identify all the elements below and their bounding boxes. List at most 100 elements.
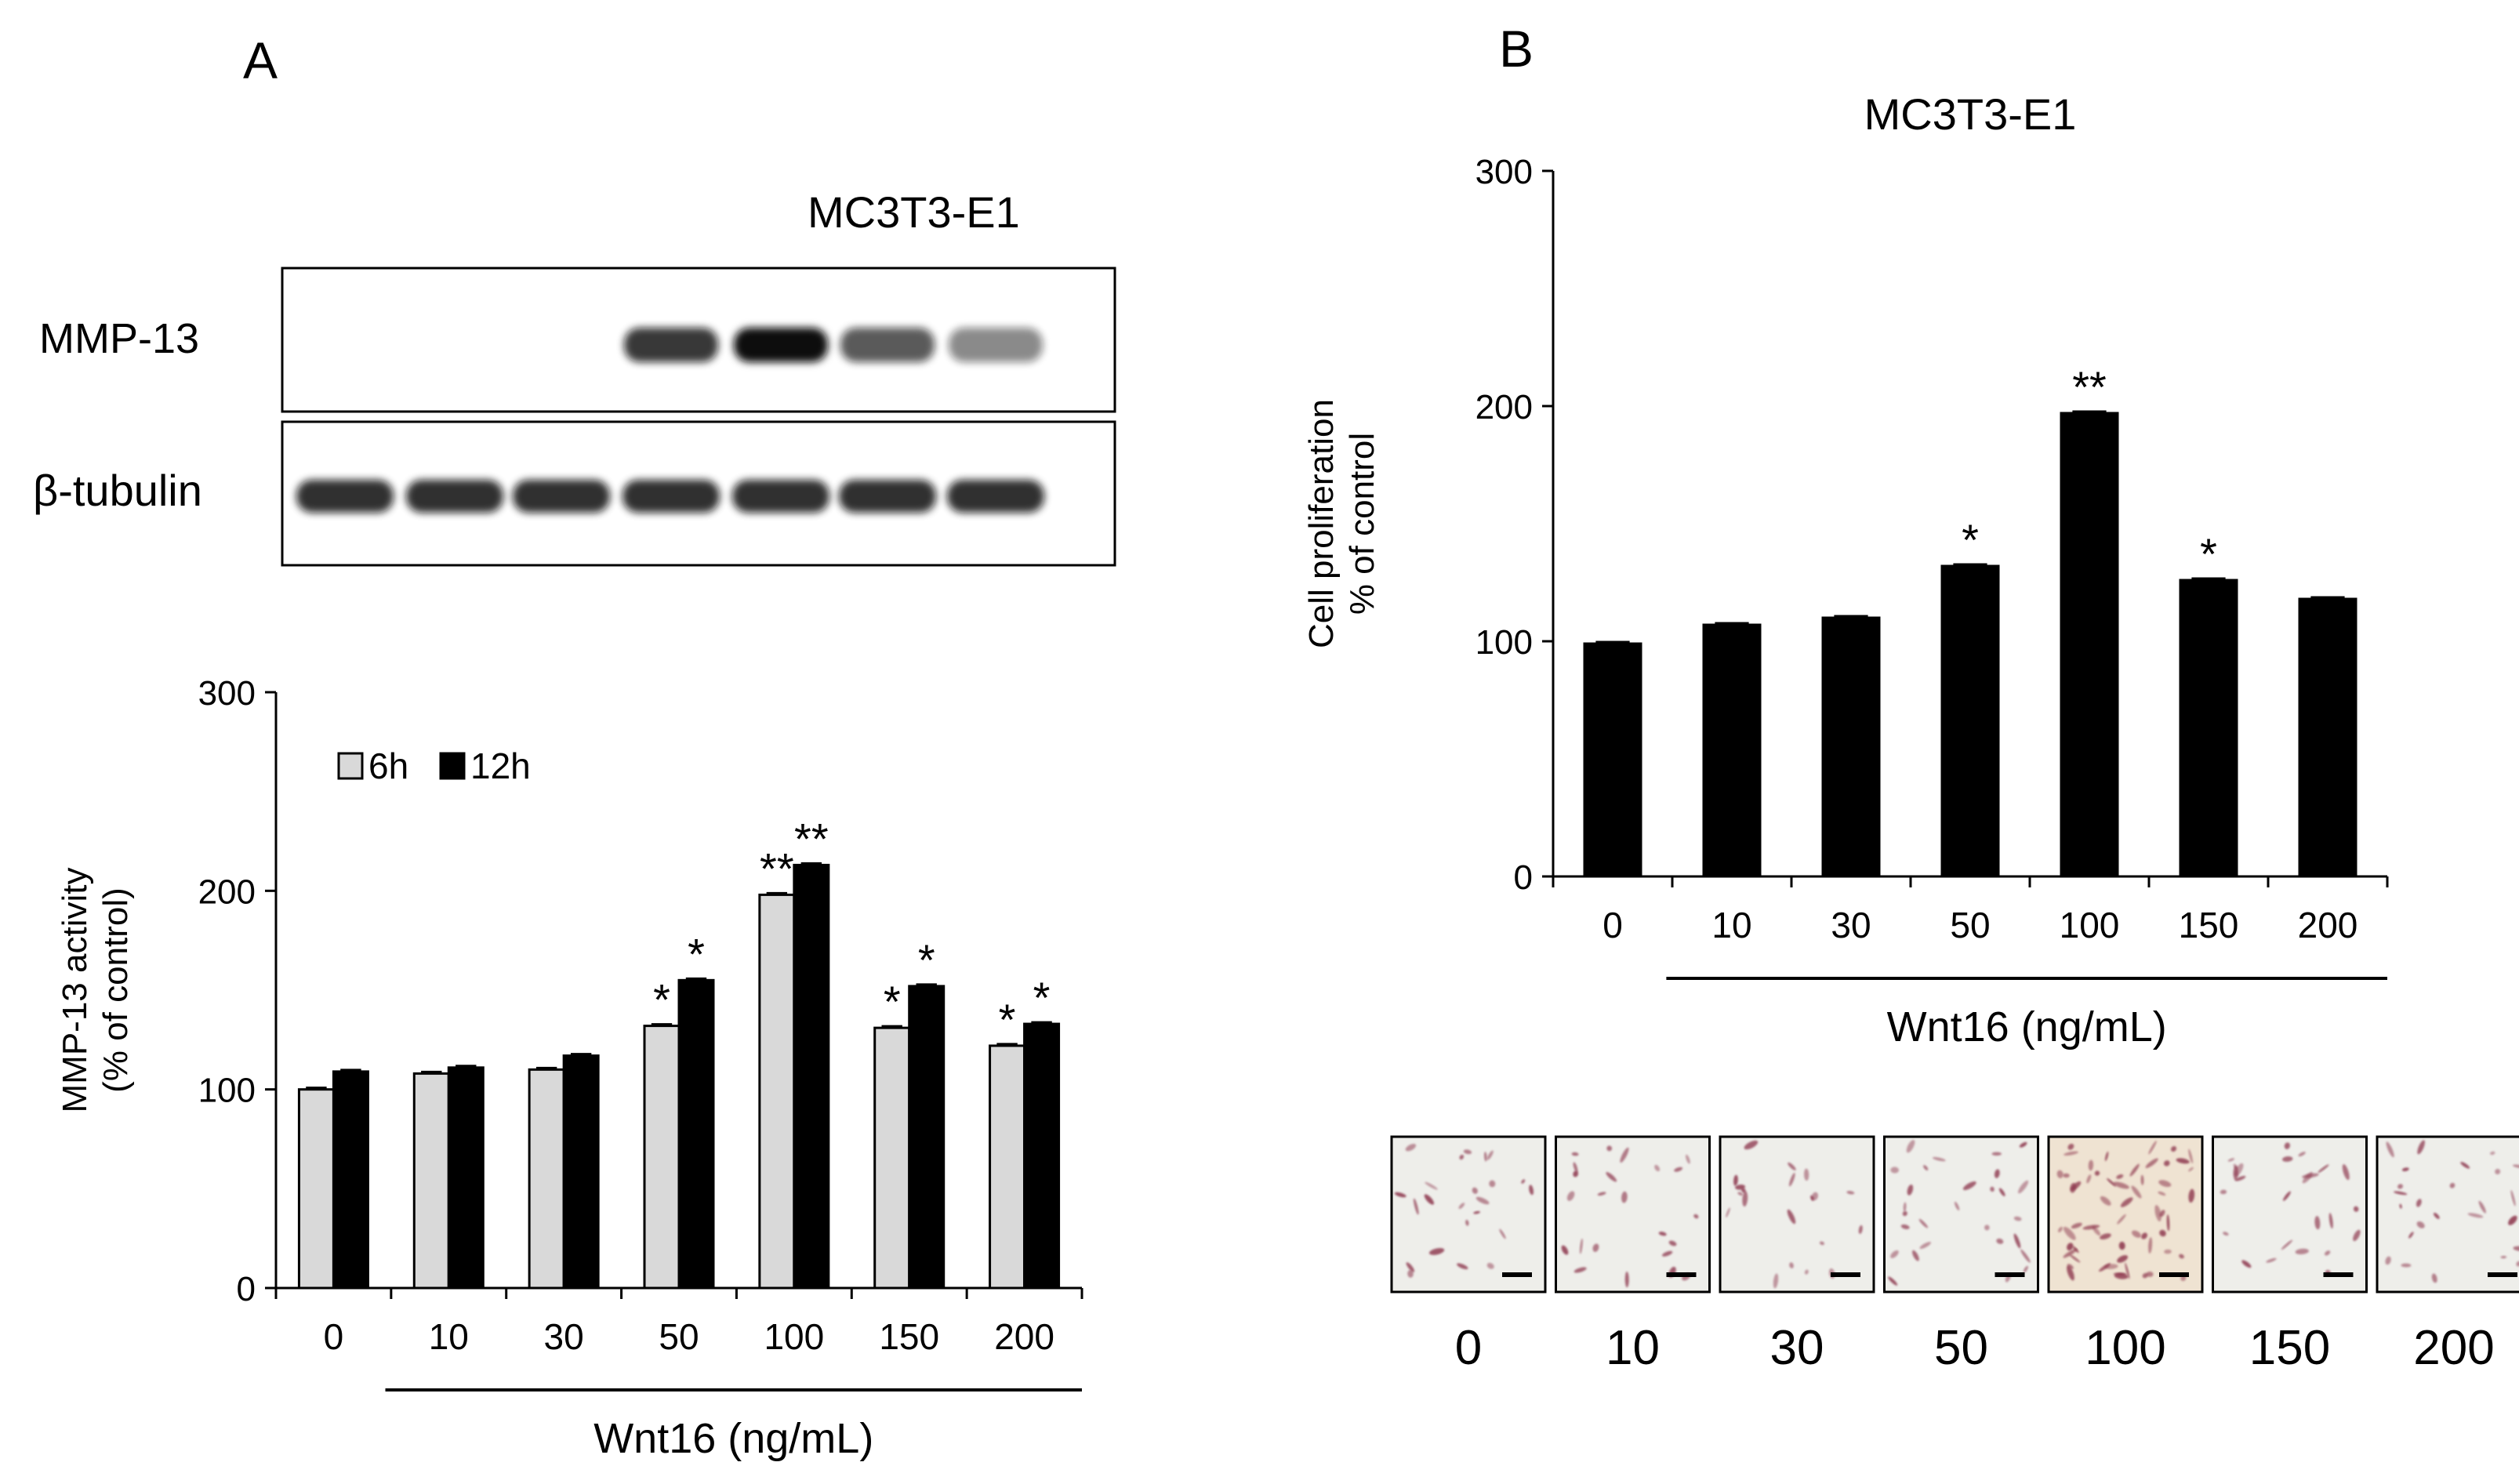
cell — [2342, 1164, 2350, 1181]
bar — [412, 1072, 450, 1290]
cell — [1571, 1152, 1579, 1156]
micrograph-label: 100 — [2085, 1321, 2165, 1375]
cell — [1994, 1169, 2000, 1178]
cell — [1811, 1192, 1818, 1201]
cell — [1933, 1156, 1946, 1162]
cell — [1789, 1262, 1794, 1268]
micrograph-frame — [2047, 1135, 2204, 1294]
cell — [1475, 1196, 1490, 1205]
legend-swatch — [439, 752, 466, 780]
bar — [2060, 412, 2119, 878]
cell — [2318, 1164, 2329, 1174]
cell — [1425, 1181, 1438, 1190]
bar — [908, 985, 946, 1290]
cell — [1846, 1191, 1855, 1195]
cell — [1668, 1240, 1677, 1246]
cell — [2072, 1246, 2079, 1254]
cell — [2508, 1215, 2517, 1225]
y-tick-label: 300 — [1475, 153, 1533, 191]
significance-marker: * — [688, 929, 705, 978]
tubulin-band — [406, 480, 503, 513]
cell — [1744, 1140, 1759, 1150]
y-axis-title-line1: Cell proliferation — [1302, 399, 1341, 648]
cell — [2353, 1229, 2361, 1242]
cell — [2071, 1181, 2082, 1191]
cell — [1529, 1185, 1534, 1196]
cell — [1740, 1187, 1746, 1193]
cell — [2386, 1141, 2394, 1158]
cell — [1990, 1186, 1995, 1192]
micrograph-background — [2212, 1137, 2367, 1292]
x-tick-label: 100 — [764, 1316, 824, 1357]
cell — [1907, 1185, 1914, 1196]
bar — [873, 1026, 911, 1290]
mmp13-band — [840, 328, 935, 362]
cell — [1819, 1241, 1824, 1246]
cell — [1912, 1250, 1919, 1261]
cell — [2107, 1178, 2116, 1187]
y-axis-title: Cell proliferation% of control — [1302, 399, 1381, 648]
cell — [1902, 1210, 1907, 1217]
cell — [2113, 1272, 2127, 1275]
cell — [1787, 1209, 1796, 1225]
cell — [1463, 1149, 1472, 1155]
micrograph-label: 150 — [2249, 1321, 2330, 1375]
micrograph-frame — [1555, 1135, 1711, 1294]
cell — [2158, 1180, 2172, 1188]
cell — [2057, 1226, 2063, 1233]
cell — [2302, 1173, 2319, 1178]
bar — [447, 1066, 485, 1290]
y-tick-label: 0 — [1514, 858, 1533, 897]
cell — [1472, 1187, 1478, 1194]
cell — [2179, 1254, 2184, 1259]
cell — [1804, 1269, 1809, 1275]
blot-label-mmp13: MMP-13 — [39, 315, 199, 362]
x-tick-label: 0 — [1603, 905, 1623, 945]
cell — [2100, 1196, 2111, 1206]
bar — [332, 1070, 369, 1290]
cell — [2170, 1145, 2177, 1152]
bar — [793, 863, 830, 1290]
cell — [1573, 1170, 1579, 1177]
cell — [2158, 1191, 2166, 1196]
cell — [2176, 1158, 2190, 1164]
significance-marker: * — [1033, 973, 1051, 1022]
cell — [2241, 1260, 2252, 1268]
cell — [2125, 1262, 2130, 1279]
cell — [2188, 1148, 2194, 1164]
mmp13-band — [624, 328, 718, 362]
cell — [1394, 1192, 1407, 1198]
cell — [1573, 1162, 1578, 1173]
cell — [1658, 1232, 1667, 1236]
micrograph-label: 200 — [2413, 1321, 2494, 1375]
cell — [2086, 1174, 2092, 1184]
cell — [1573, 1267, 1587, 1273]
micrograph-tile — [1390, 1135, 1547, 1294]
cell — [2019, 1141, 2027, 1148]
cell — [2120, 1197, 2133, 1207]
legend-swatch — [337, 752, 364, 780]
cell — [1499, 1228, 1506, 1239]
cell — [2399, 1203, 2402, 1209]
y-tick-label: 200 — [198, 873, 256, 911]
micrograph-tile — [2047, 1135, 2204, 1294]
x-tick-label: 200 — [2298, 905, 2358, 945]
cell — [2100, 1233, 2111, 1240]
cell — [1661, 1250, 1673, 1257]
y-tick-label: 0 — [237, 1270, 256, 1308]
cell — [1621, 1191, 1628, 1203]
cell — [1888, 1276, 1898, 1286]
tubulin-band — [622, 480, 720, 513]
bar — [677, 978, 715, 1290]
cell — [1458, 1203, 1465, 1210]
bar — [1821, 616, 1881, 878]
micrograph-background — [2377, 1137, 2519, 1292]
significance-marker: * — [884, 977, 901, 1026]
cell — [2416, 1221, 2425, 1228]
cell — [2018, 1180, 2029, 1194]
cell — [1473, 1210, 1480, 1214]
cell — [2113, 1181, 2129, 1189]
panel-a: A MC3T3-E1 MMP-13 β-tubulin 0 100 200 300 0 1… — [33, 31, 1116, 1462]
significance-marker: * — [653, 975, 670, 1025]
